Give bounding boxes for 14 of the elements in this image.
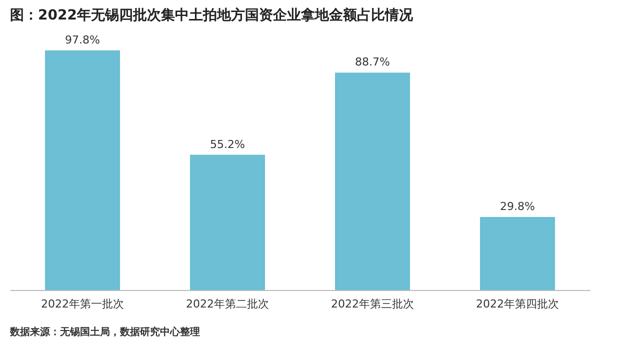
data-label: 88.7% bbox=[355, 56, 390, 69]
source-note: 数据来源：无锡国土局，数据研究中心整理 bbox=[9, 326, 200, 338]
bar bbox=[335, 72, 410, 290]
chart-title: 图：2022年无锡四批次集中土拍地方国资企业拿地金额占比情况 bbox=[10, 6, 414, 24]
data-label: 97.8% bbox=[65, 33, 100, 46]
bar bbox=[190, 154, 265, 290]
data-label: 55.2% bbox=[210, 138, 245, 151]
bar bbox=[45, 50, 120, 290]
x-tick-label: 2022年第二批次 bbox=[186, 298, 269, 310]
x-tick-label: 2022年第一批次 bbox=[41, 298, 124, 310]
x-tick-label: 2022年第三批次 bbox=[331, 298, 414, 310]
x-tick-label: 2022年第四批次 bbox=[476, 298, 559, 310]
bar bbox=[480, 216, 555, 290]
data-label: 29.8% bbox=[500, 200, 535, 213]
